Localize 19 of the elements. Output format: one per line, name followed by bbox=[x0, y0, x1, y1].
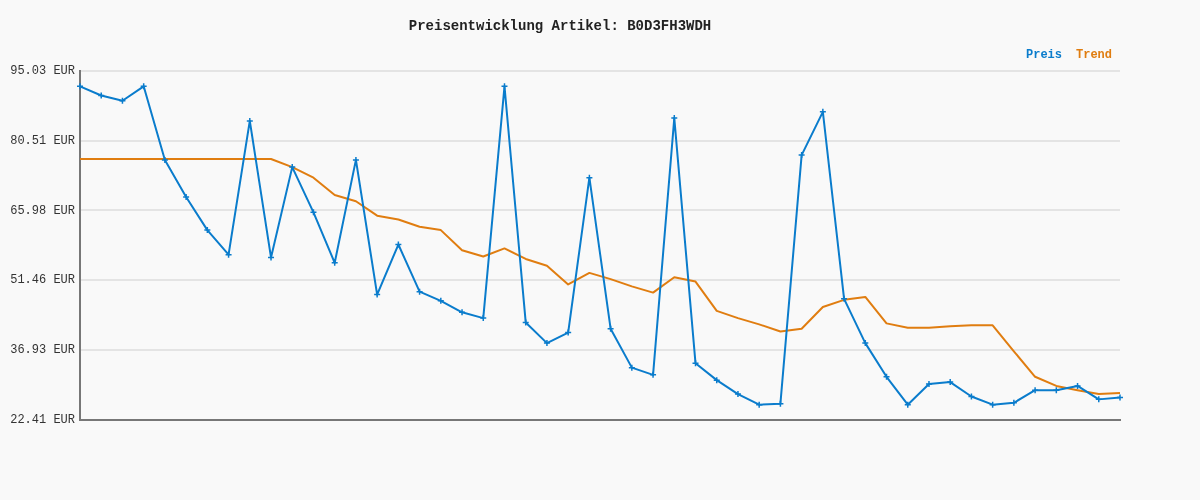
point bbox=[1031, 386, 1039, 394]
point bbox=[649, 371, 657, 379]
point bbox=[437, 297, 445, 305]
point bbox=[840, 295, 848, 303]
y-tick-label: 22.41 EUR bbox=[10, 413, 75, 428]
text: Trend bbox=[1075, 47, 1113, 62]
point bbox=[182, 193, 190, 201]
y-tick-label: 80.51 EUR bbox=[10, 133, 75, 148]
point bbox=[734, 390, 742, 398]
point bbox=[946, 378, 954, 386]
text: Preis bbox=[1025, 47, 1062, 62]
y-tick-label: 51.46 EUR bbox=[10, 273, 75, 288]
point bbox=[161, 156, 169, 164]
y-tick-label: 95.03 EUR bbox=[10, 63, 75, 78]
y-tick-label: 36.93 EUR bbox=[10, 343, 75, 358]
y-tick-label: 65.98 EUR bbox=[10, 203, 75, 218]
point bbox=[543, 339, 551, 347]
point bbox=[925, 380, 933, 388]
chart-title: Preisentwicklung Artikel: B0D3FH3WDH bbox=[408, 17, 712, 34]
